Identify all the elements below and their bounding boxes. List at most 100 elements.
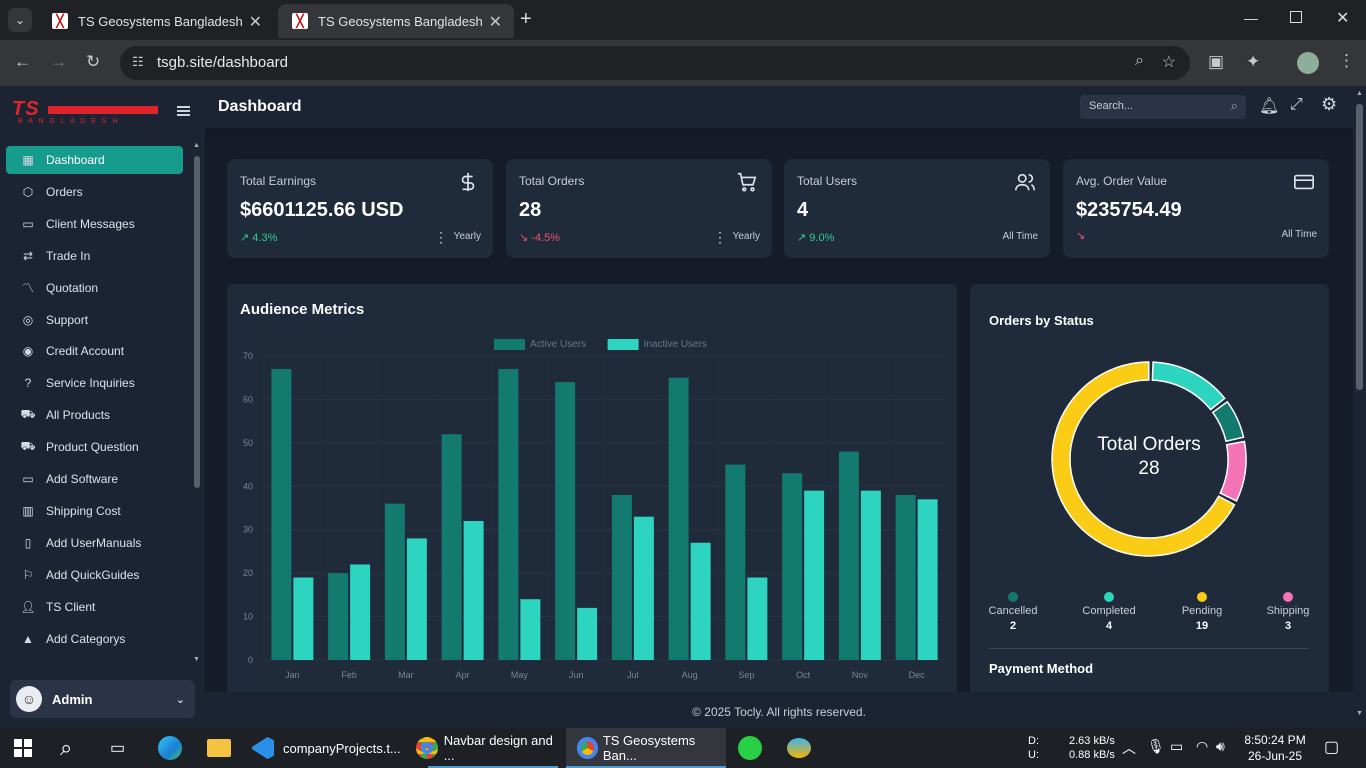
- start-button[interactable]: [14, 728, 32, 768]
- bar-active-users-feb[interactable]: [328, 573, 349, 660]
- hamburger-icon[interactable]: [177, 106, 190, 116]
- sidebar-item-add-categorys[interactable]: ▲ Add Categorys: [6, 625, 183, 653]
- more-icon[interactable]: ⋮: [713, 229, 727, 245]
- sidebar-item-credit-account[interactable]: ◉ Credit Account: [6, 337, 183, 365]
- sidebar-item-quotation[interactable]: 〽 Quotation: [6, 274, 183, 302]
- close-window-icon[interactable]: ✕: [1336, 10, 1350, 27]
- legend-item-cancelled[interactable]: Cancelled 2: [973, 592, 1053, 632]
- bar-active-users-jul[interactable]: [611, 494, 632, 660]
- sidebar-item-support[interactable]: ◎ Support: [6, 306, 183, 334]
- search-icon[interactable]: ⌕: [60, 735, 73, 760]
- bar-active-users-oct[interactable]: [782, 473, 803, 660]
- legend-item-pending[interactable]: Pending 19: [1162, 592, 1242, 632]
- bar-inactive-users-jun[interactable]: [577, 607, 598, 660]
- minimize-icon[interactable]: —: [1244, 10, 1258, 26]
- legend-swatch-1[interactable]: [607, 339, 639, 350]
- tab-search-button[interactable]: ⌄: [8, 8, 32, 32]
- legend-item-shipping[interactable]: Shipping 3: [1248, 592, 1328, 632]
- bar-inactive-users-may[interactable]: [520, 599, 541, 660]
- bar-active-users-apr[interactable]: [441, 434, 462, 660]
- legend-label-0[interactable]: Active Users: [530, 339, 586, 350]
- sidebar-item-product-question[interactable]: ⛟ Product Question: [6, 433, 183, 461]
- file-explorer-icon[interactable]: [207, 728, 231, 768]
- donut-slice-completed[interactable]: [1151, 361, 1226, 411]
- menu-icon[interactable]: ⋮: [1338, 51, 1355, 70]
- sidebar-item-add-quickguides[interactable]: ⚐ Add QuickGuides: [6, 561, 183, 589]
- bar-active-users-jun[interactable]: [555, 382, 576, 660]
- bar-inactive-users-nov[interactable]: [860, 490, 881, 660]
- taskbar-app-chrome-2-active[interactable]: TS Geosystems Ban...: [566, 728, 726, 768]
- bar-inactive-users-sep[interactable]: [747, 577, 768, 660]
- bar-inactive-users-jan[interactable]: [293, 577, 314, 660]
- page-scrollbar[interactable]: ▲ ▼: [1353, 86, 1366, 728]
- taskbar-app-vscode[interactable]: companyProjects.t...: [252, 728, 402, 768]
- sidebar-item-shipping-cost[interactable]: ▥ Shipping Cost: [6, 497, 183, 525]
- bar-inactive-users-mar[interactable]: [406, 538, 427, 660]
- notification-icon[interactable]: ▢: [1324, 739, 1340, 756]
- sidebar-item-orders[interactable]: ⬡ Orders: [6, 178, 183, 206]
- extensions-icon[interactable]: ✦: [1246, 52, 1261, 71]
- search-input[interactable]: Search... ⌕: [1080, 95, 1246, 119]
- donut-slice-shipping[interactable]: [1219, 440, 1247, 502]
- whatsapp-icon[interactable]: [738, 728, 762, 768]
- sidebar-item-trade-in[interactable]: ⇄ Trade In: [6, 242, 183, 270]
- sidebar-item-client-messages[interactable]: ▭ Client Messages: [6, 210, 183, 238]
- network-tool-icon[interactable]: [787, 728, 811, 768]
- address-bar[interactable]: ☷ tsgb.site/dashboard ⌕ ☆: [120, 46, 1190, 80]
- more-icon[interactable]: ⋮: [434, 229, 448, 245]
- clock[interactable]: 8:50:24 PM 26-Jun-25: [1240, 732, 1310, 764]
- wifi-icon[interactable]: ◠: [1196, 738, 1209, 754]
- bar-inactive-users-dec[interactable]: [917, 499, 938, 660]
- legend-item-completed[interactable]: Completed 4: [1069, 592, 1149, 632]
- donut-slice-cancelled[interactable]: [1211, 400, 1245, 443]
- close-icon[interactable]: ✕: [248, 14, 262, 31]
- restore-icon[interactable]: [1290, 11, 1302, 23]
- settings-gear-icon[interactable]: ⚙: [1321, 94, 1338, 114]
- bar-active-users-jan[interactable]: [271, 369, 292, 660]
- bar-active-users-dec[interactable]: [895, 494, 916, 660]
- sidebar-item-all-products[interactable]: ⛟ All Products: [6, 401, 183, 429]
- donut-slice-pending[interactable]: [1051, 361, 1236, 557]
- browser-tab[interactable]: ╳ TS Geosystems Bangladesh ✕: [38, 4, 274, 38]
- bar-active-users-sep[interactable]: [725, 464, 746, 660]
- sidebar-item-add-usermanuals[interactable]: ▯ Add UserManuals: [6, 529, 183, 557]
- sidebar-scrollbar[interactable]: ▲ ▼: [193, 142, 200, 663]
- bar-active-users-mar[interactable]: [384, 503, 405, 660]
- edge-icon[interactable]: [158, 728, 182, 768]
- sidebar-item-ts-client[interactable]: 👤︎ TS Client: [6, 593, 183, 621]
- bell-icon[interactable]: 🔔︎: [1259, 98, 1280, 115]
- back-icon[interactable]: ←: [14, 52, 31, 71]
- bar-active-users-aug[interactable]: [668, 377, 689, 660]
- reload-icon[interactable]: ↻: [86, 52, 101, 71]
- battery-icon[interactable]: ▭: [1170, 738, 1184, 754]
- site-settings-icon[interactable]: ☷: [132, 54, 144, 69]
- volume-icon[interactable]: 🔊︎: [1216, 738, 1225, 754]
- sidebar-item-dashboard[interactable]: ▦ Dashboard: [6, 146, 183, 174]
- zoom-icon[interactable]: ⌕: [1135, 52, 1144, 69]
- bar-inactive-users-feb[interactable]: [350, 564, 371, 660]
- bar-active-users-may[interactable]: [498, 369, 519, 660]
- bar-inactive-users-aug[interactable]: [690, 542, 711, 660]
- new-tab-button[interactable]: +: [520, 8, 532, 30]
- profile-avatar[interactable]: [1297, 52, 1319, 74]
- bar-active-users-nov[interactable]: [838, 451, 859, 660]
- star-icon[interactable]: ☆: [1161, 54, 1176, 71]
- legend-swatch-0[interactable]: [494, 339, 525, 350]
- forward-icon[interactable]: →: [50, 52, 67, 71]
- task-view-icon[interactable]: ▭: [110, 740, 126, 757]
- chevron-up-icon[interactable]: ︿: [1122, 740, 1136, 756]
- bar-inactive-users-oct[interactable]: [804, 490, 825, 660]
- browser-tab-active[interactable]: ╳ TS Geosystems Bangladesh ✕: [278, 4, 514, 38]
- legend-label-1[interactable]: Inactive Users: [644, 339, 707, 350]
- extension-note-icon[interactable]: ▣: [1208, 52, 1225, 71]
- sidebar-item-service-inquiries[interactable]: ? Service Inquiries: [6, 369, 183, 397]
- mic-icon[interactable]: 🎙︎: [1147, 738, 1165, 754]
- user-menu[interactable]: ☺ Admin ⌄: [10, 680, 195, 718]
- close-icon[interactable]: ✕: [488, 14, 502, 31]
- fullscreen-icon[interactable]: ⤢: [1290, 96, 1303, 113]
- favicon-icon: ╳: [292, 13, 308, 29]
- sidebar-item-add-software[interactable]: ▭ Add Software: [6, 465, 183, 493]
- bar-inactive-users-apr[interactable]: [463, 521, 484, 660]
- bar-inactive-users-jul[interactable]: [633, 516, 654, 660]
- taskbar-app-chrome-1[interactable]: Navbar design and ...: [416, 728, 564, 768]
